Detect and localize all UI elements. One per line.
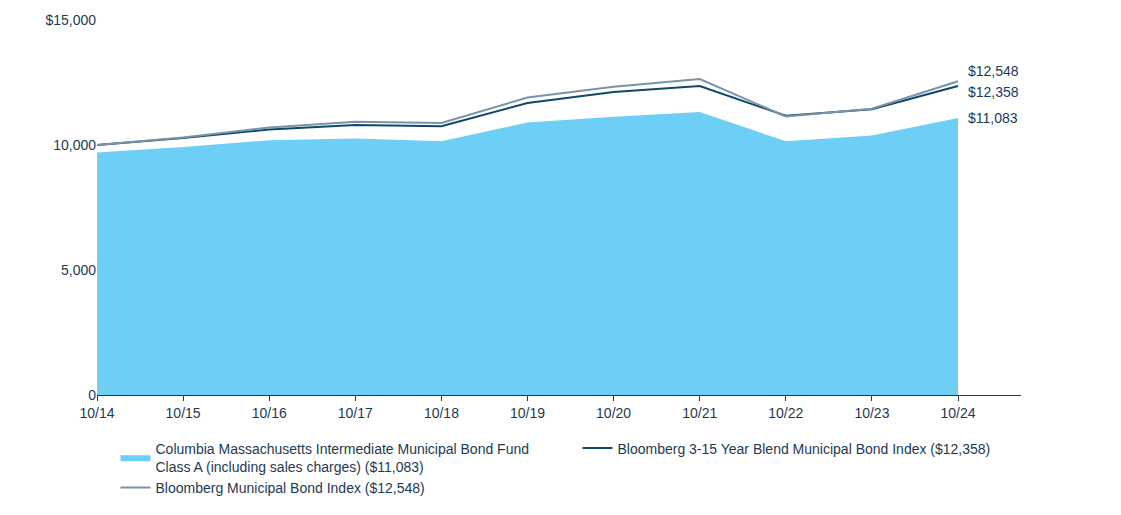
svg-text:10/17: 10/17 [338,405,373,421]
svg-text:$12,358: $12,358 [968,84,1019,100]
svg-text:10/18: 10/18 [424,405,459,421]
svg-text:10/24: 10/24 [940,405,975,421]
svg-text:$12,548: $12,548 [968,63,1019,79]
svg-text:10/14: 10/14 [79,405,114,421]
svg-text:Bloomberg 3-15 Year Blend Muni: Bloomberg 3-15 Year Blend Municipal Bond… [617,441,990,457]
svg-text:10/21: 10/21 [682,405,717,421]
svg-text:$11,083: $11,083 [968,110,1018,126]
svg-text:10/23: 10/23 [854,405,889,421]
svg-text:Bloomberg Municipal Bond Index: Bloomberg Municipal Bond Index ($12,548) [155,480,424,496]
svg-text:10/20: 10/20 [596,405,631,421]
svg-text:10,000: 10,000 [53,137,96,153]
svg-text:5,000: 5,000 [61,262,96,278]
svg-text:Columbia Massachusetts Interme: Columbia Massachusetts Intermediate Muni… [155,441,529,475]
svg-text:10/15: 10/15 [166,405,201,421]
svg-text:10/22: 10/22 [768,405,803,421]
svg-text:10/16: 10/16 [252,405,287,421]
svg-text:$15,000: $15,000 [45,12,96,28]
svg-text:0: 0 [88,387,96,403]
svg-text:10/19: 10/19 [510,405,545,421]
